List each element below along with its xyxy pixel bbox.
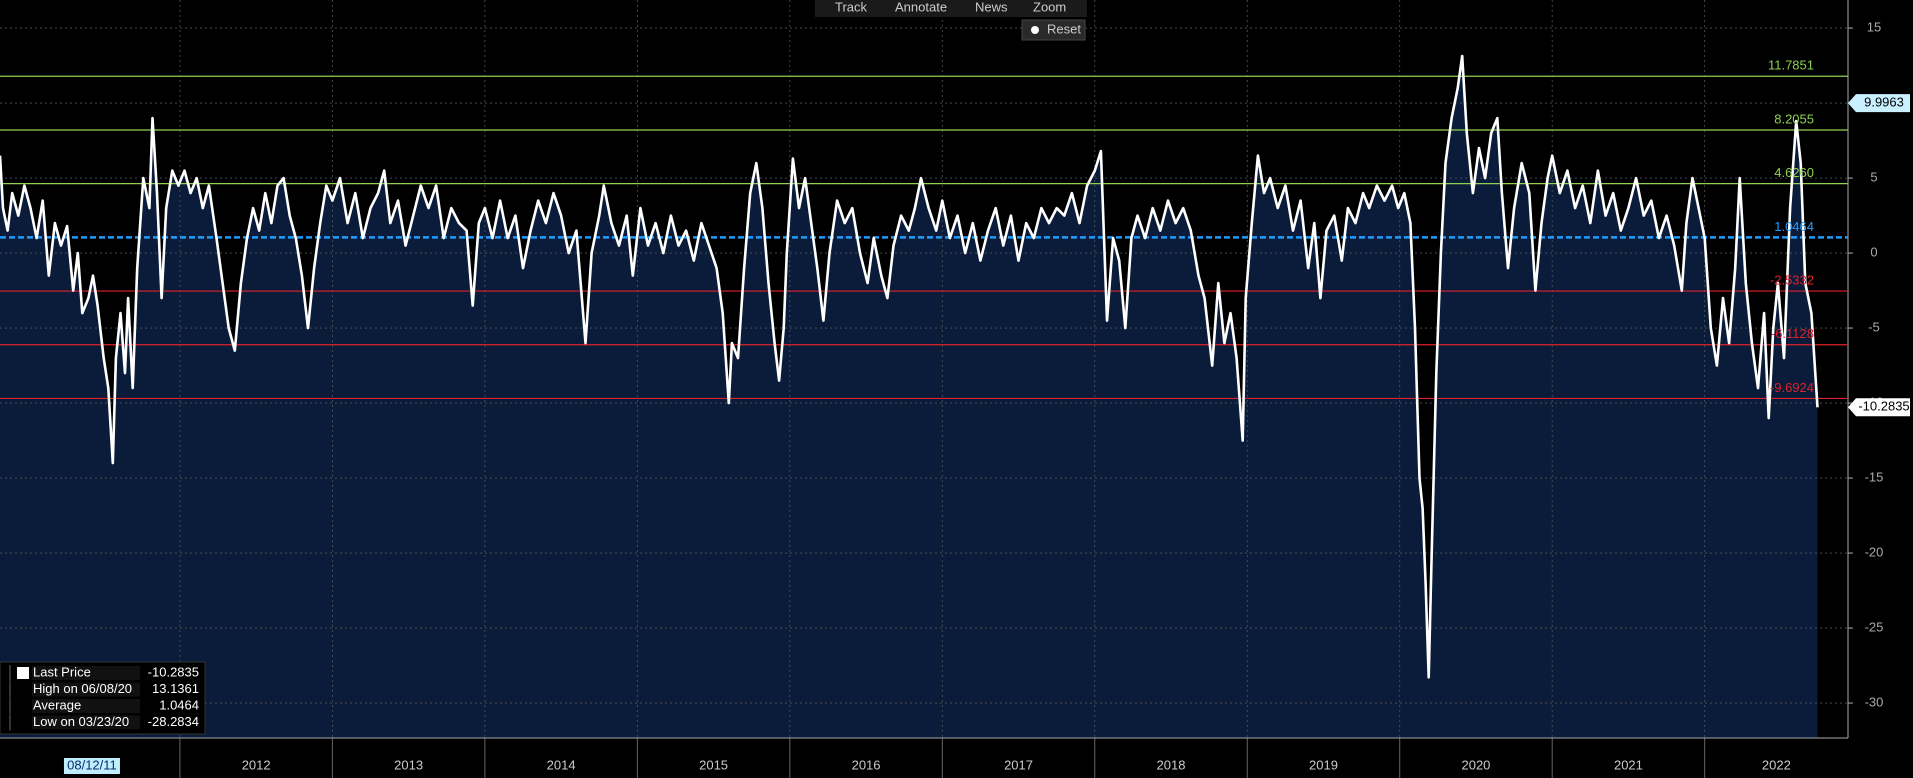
- legend-label-bg: [32, 715, 140, 730]
- x-tick-label: 2021: [1614, 757, 1643, 772]
- x-start-highlight: [63, 758, 120, 774]
- y-tick-label: 5: [1870, 169, 1877, 184]
- legend-label-bg: [32, 666, 140, 680]
- area: [0, 56, 1818, 738]
- x-tick-label: 2018: [1157, 757, 1186, 772]
- x-tick-label: 2020: [1461, 757, 1490, 772]
- legend-label: Low on 03/23/20: [33, 714, 129, 729]
- x-tick-label: 2019: [1309, 757, 1338, 772]
- y-tick-label: 0: [1870, 244, 1877, 259]
- legend-value: -28.2834: [148, 714, 199, 729]
- reference-label: 11.7851: [1768, 58, 1814, 73]
- legend-value: 13.1361: [152, 681, 199, 696]
- x-tick-label: 2013: [394, 757, 423, 772]
- reference-label: 4.6260: [1774, 165, 1814, 180]
- reference-label: 1.0464: [1774, 219, 1814, 234]
- x-tick-label: 2022: [1762, 757, 1791, 772]
- legend-value: 1.0464: [159, 697, 199, 712]
- legend-label-bg: [32, 682, 140, 697]
- x-tick-label: 2017: [1004, 757, 1033, 772]
- legend-value: -10.2835: [148, 664, 199, 679]
- y-tick-label: -25: [1865, 619, 1884, 634]
- toolbar-button[interactable]: Annotate: [895, 0, 947, 14]
- value-tag-label: -10.2835: [1858, 399, 1909, 414]
- value-tag: [1848, 94, 1910, 113]
- legend-label: Last Price: [33, 664, 91, 679]
- y-tick-label: -30: [1865, 694, 1884, 709]
- legend-label: Average: [33, 697, 81, 712]
- toolbar-button[interactable]: Zoom: [1033, 0, 1066, 14]
- reference-label: 8.2055: [1774, 111, 1814, 126]
- toolbar-bg: [815, 0, 1087, 17]
- x-tick-label: 2015: [699, 757, 728, 772]
- x-tick-label: 2016: [852, 757, 881, 772]
- line: [0, 54, 1819, 679]
- toolbar: Reset Track Annotate News Zoom: [815, 0, 1087, 41]
- x-start-label: 08/12/11: [67, 757, 117, 772]
- legend-label-bg: [32, 699, 140, 713]
- toolbar-button[interactable]: News: [975, 0, 1008, 14]
- value-tag: [1848, 398, 1910, 417]
- reference-label: -9.6924: [1770, 380, 1814, 395]
- x-tick-label: 2012: [242, 757, 271, 772]
- value-tag-label: 9.9963: [1864, 95, 1904, 110]
- reset-icon: [1031, 26, 1039, 34]
- y-tick-label: -20: [1865, 544, 1884, 559]
- legend-swatch: [17, 667, 29, 679]
- y-tick-label: -5: [1868, 319, 1880, 334]
- reference-label: -2.5332: [1770, 272, 1814, 287]
- reference-label: -6.1128: [1771, 326, 1814, 341]
- x-tick-label: 2014: [547, 757, 576, 772]
- y-tick-label: -15: [1865, 469, 1884, 484]
- reset-button[interactable]: [1021, 19, 1086, 41]
- reset-label[interactable]: Reset: [1047, 21, 1081, 36]
- legend-label: High on 06/08/20: [33, 681, 132, 696]
- y-tick-label: 15: [1867, 19, 1881, 34]
- toolbar-button[interactable]: Track: [835, 0, 868, 14]
